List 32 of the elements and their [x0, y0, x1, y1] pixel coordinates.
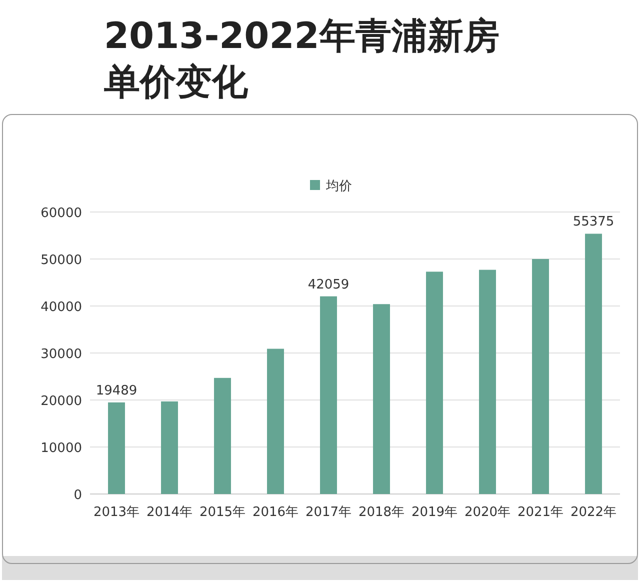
- bar: [320, 296, 337, 494]
- bar: [479, 270, 496, 494]
- x-tick-label: 2022年: [570, 505, 617, 520]
- bar: [532, 259, 549, 494]
- bar: [585, 234, 602, 494]
- x-tick-label: 2013年: [93, 505, 140, 520]
- x-tick-label: 2019年: [411, 505, 458, 520]
- data-label: 42059: [308, 277, 350, 292]
- x-tick-label: 2014年: [146, 505, 193, 520]
- y-tick-label: 60000: [40, 206, 82, 221]
- y-tick-label: 50000: [40, 253, 82, 268]
- bar: [161, 401, 178, 494]
- y-tick-label: 40000: [40, 300, 82, 315]
- data-label: 19489: [96, 383, 138, 398]
- y-tick-label: 20000: [40, 394, 82, 409]
- x-tick-label: 2021年: [517, 505, 564, 520]
- x-tick-label: 2018年: [358, 505, 405, 520]
- bar: [214, 378, 231, 494]
- bar: [108, 402, 125, 494]
- x-tick-label: 2020年: [464, 505, 511, 520]
- x-tick-label: 2016年: [252, 505, 299, 520]
- y-tick-label: 30000: [40, 347, 82, 362]
- bar: [373, 304, 390, 494]
- y-tick-label: 10000: [40, 441, 82, 456]
- legend-label: 均价: [325, 179, 352, 194]
- bar: [267, 348, 284, 494]
- x-tick-label: 2015年: [199, 505, 246, 520]
- x-tick-label: 2017年: [305, 505, 352, 520]
- y-tick-label: 0: [74, 488, 82, 503]
- chart-title: 2013-2022年青浦新房单价变化: [104, 15, 500, 105]
- data-label: 55375: [572, 214, 614, 230]
- bar: [426, 272, 443, 494]
